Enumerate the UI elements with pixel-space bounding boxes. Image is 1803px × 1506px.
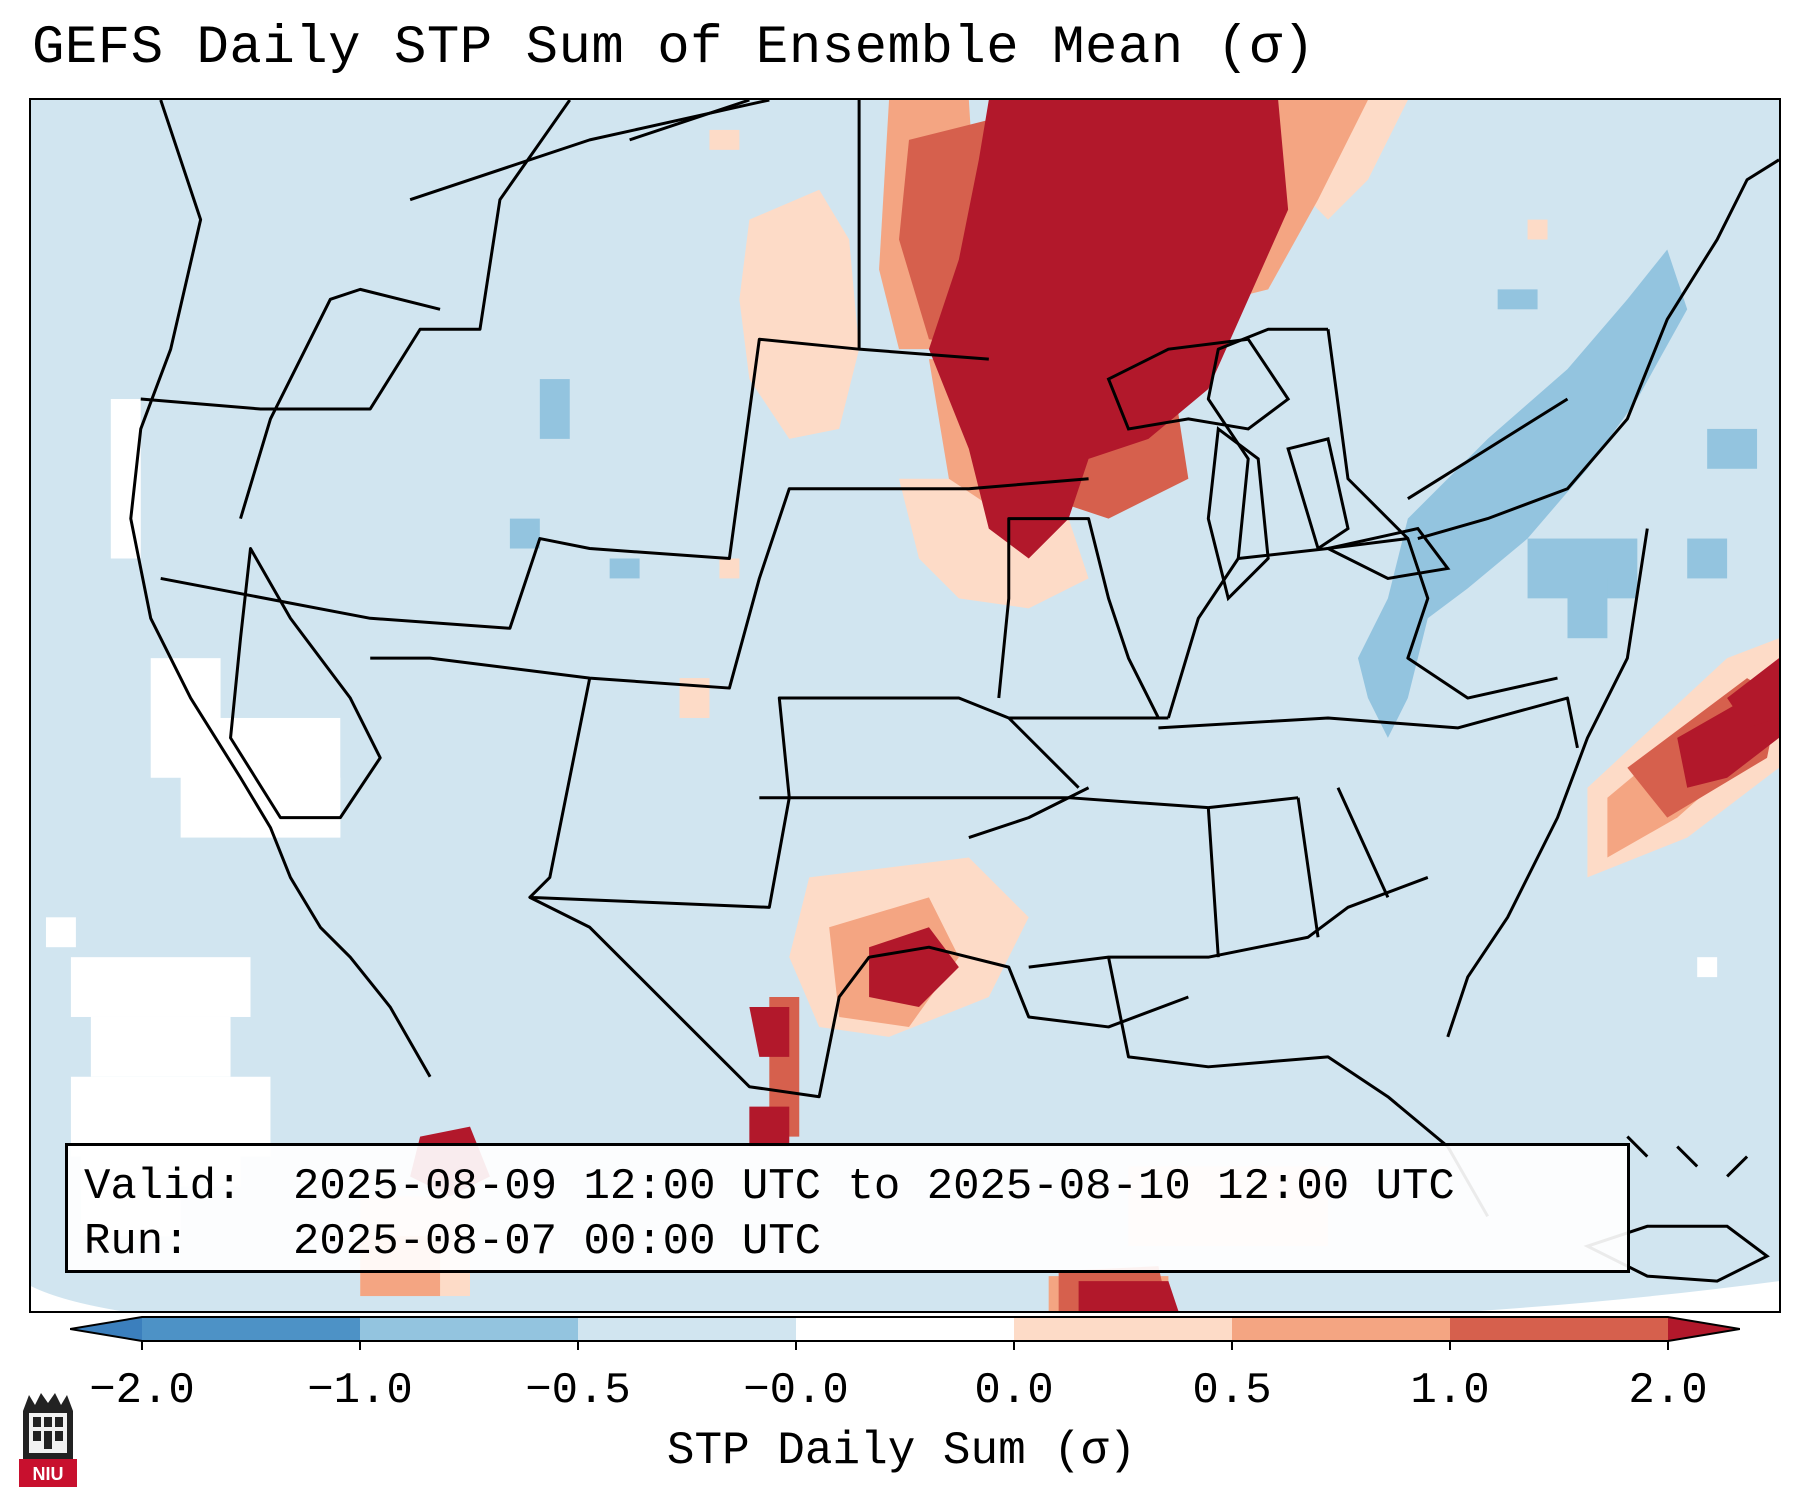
colorbar-tick [577,1340,579,1350]
stp-map [31,100,1779,1311]
run-label: Run: [84,1217,190,1267]
colorbar-tick [1231,1340,1233,1350]
colorbar-bin [578,1317,797,1341]
colorbar-tick-label: 2.0 [1628,1366,1708,1416]
valid-value: 2025-08-09 12:00 UTC to 2025-08-10 12:00… [293,1162,1455,1212]
chart-title: GEFS Daily STP Sum of Ensemble Mean (σ) [32,18,1316,79]
colorbar-tick [795,1340,797,1350]
colorbar-label: STP Daily Sum (σ) [666,1425,1137,1477]
run-value: 2025-08-07 00:00 UTC [293,1217,822,1267]
colorbar-bin [796,1317,1015,1341]
colorbar-tick-label: 0.0 [974,1366,1054,1416]
colorbar-extension-low [70,1317,142,1341]
colorbar-tick-label: −1.0 [307,1366,413,1416]
colorbar-tick [1449,1340,1451,1350]
colorbar-ticks: −2.0 −1.0 −0.5 −0.0 0.0 0.5 1.0 2.0 [0,1340,1803,1416]
colorbar-tick-label: −2.0 [89,1366,195,1416]
map-panel [29,98,1781,1313]
valid-run-info-box: Valid: 2025-08-09 12:00 UTC to 2025-08-1… [65,1143,1630,1273]
great-lakes [1106,337,1451,602]
colorbar-tick [141,1340,143,1350]
colorbar-tick-label: −0.0 [743,1366,849,1416]
colorbar-extension-high [1668,1317,1740,1341]
state-borders [129,100,1779,1218]
colorbar-tick-label: −0.5 [525,1366,631,1416]
colorbar-tick-label: 0.5 [1192,1366,1272,1416]
colorbar-bin [1232,1317,1451,1341]
niu-logo-icon: NIU [19,1393,77,1487]
caribbean-islands [1583,1135,1770,1283]
colorbar-tick [359,1340,361,1350]
colorbar-tick [1667,1340,1669,1350]
colorbar-bin [360,1317,579,1341]
colorbar-bin [1450,1317,1669,1341]
map-domain [31,100,1779,1311]
colorbar-bin [142,1317,361,1341]
colorbar [70,1316,1740,1342]
colorbar-tick [1013,1340,1015,1350]
negative-anomaly-areas [509,249,1758,738]
extreme-positive-areas [410,100,1779,1311]
valid-label: Valid: [84,1162,243,1212]
logo-text: NIU [33,1464,64,1484]
colorbar-tick-label: 1.0 [1410,1366,1490,1416]
colorbar-bin [1014,1317,1233,1341]
